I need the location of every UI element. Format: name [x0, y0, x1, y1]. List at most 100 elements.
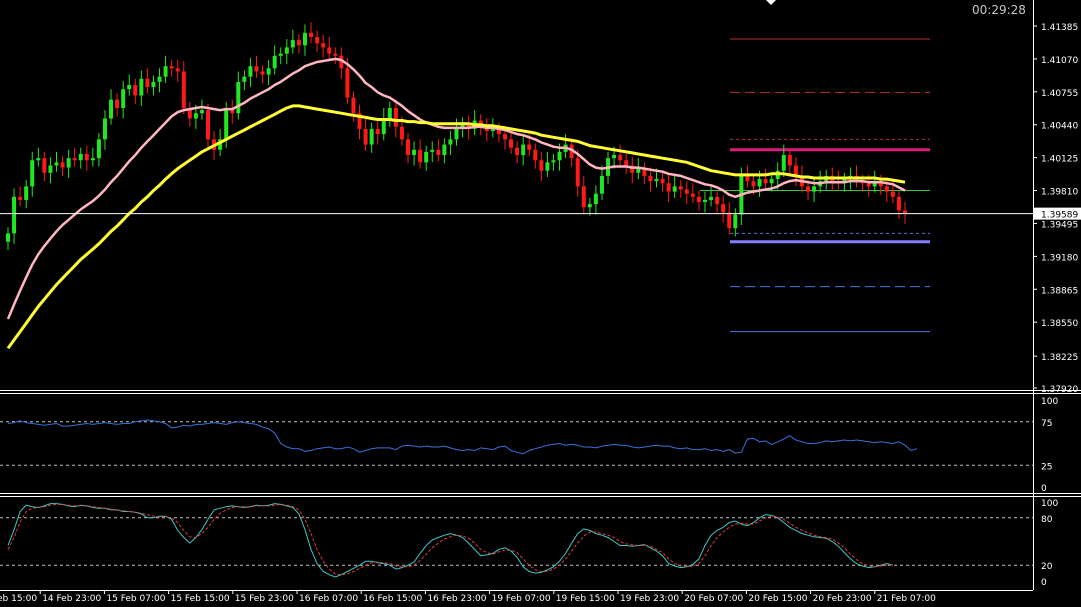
price-tick-label: 1.38225: [1041, 353, 1078, 363]
oscillator-line: [7, 419, 918, 455]
candle-body: [903, 210, 907, 214]
candle-body: [151, 81, 156, 88]
candle-body: [781, 155, 786, 171]
candle-body: [866, 183, 871, 187]
candle-body: [654, 179, 659, 182]
price-tick-label: 1.40755: [1041, 89, 1078, 99]
shift-marker-icon[interactable]: [764, 0, 778, 5]
candle-body: [460, 123, 465, 129]
candle-body: [339, 55, 344, 69]
candle-body: [60, 162, 65, 168]
oscillator-tick-label: 0: [1041, 578, 1047, 588]
candle-body: [187, 108, 192, 119]
candle-body: [418, 149, 423, 163]
price-tick-label: 1.37920: [1041, 385, 1078, 395]
candle-body: [618, 155, 623, 161]
candle-body: [109, 99, 114, 119]
current-price-box: [1034, 207, 1081, 220]
candle-body: [96, 139, 101, 159]
candle-body: [357, 113, 362, 129]
time-tick-label: 14 Feb 15:00: [0, 594, 37, 604]
candle-body: [751, 181, 756, 187]
candle-body: [321, 43, 326, 48]
candle-body: [48, 165, 53, 173]
price-tick-label: 1.40125: [1041, 155, 1078, 165]
time-tick-label: 19 Feb 15:00: [556, 594, 615, 604]
candle-body: [387, 108, 392, 119]
candle-body: [569, 144, 574, 159]
candle-body: [72, 158, 77, 161]
candle-body: [327, 47, 332, 54]
candle-body: [872, 181, 877, 187]
candle-body: [490, 128, 495, 131]
time-tick-label: 16 Feb 23:00: [427, 594, 486, 604]
candle-body: [884, 186, 889, 192]
price-tick-label: 1.38865: [1041, 286, 1078, 296]
candle-body: [369, 128, 374, 145]
candle-body: [515, 147, 520, 156]
candle-body: [696, 196, 701, 203]
candle-body: [436, 149, 441, 156]
candle-body: [42, 158, 47, 173]
candle-body: [54, 162, 59, 166]
candle-body: [666, 183, 671, 192]
candle-body: [642, 168, 647, 176]
oscillator-line: [7, 503, 893, 576]
current-price-label: 1.39589: [1041, 211, 1078, 221]
candle-body: [102, 118, 107, 140]
candle-body: [727, 212, 732, 229]
candle-body: [169, 66, 174, 69]
candle-body: [248, 66, 253, 77]
candle-body: [575, 158, 580, 187]
oscillator-tick-label: 80: [1041, 515, 1053, 525]
candle-body: [424, 151, 429, 163]
candle-body: [721, 204, 726, 213]
candle-body: [309, 32, 314, 37]
candle-body: [78, 153, 83, 161]
candle-body: [793, 165, 798, 176]
candle-body: [90, 158, 95, 161]
candle-body: [254, 66, 259, 72]
time-tick-label: 19 Feb 07:00: [492, 594, 551, 604]
candle-body: [393, 108, 398, 127]
candle-body: [199, 110, 204, 114]
price-tick-label: 1.41070: [1041, 56, 1078, 66]
price-tick-label: 1.38550: [1041, 319, 1078, 329]
candle-body: [30, 160, 35, 187]
candle-body: [127, 85, 132, 90]
candle-body: [715, 196, 720, 205]
candle-body: [448, 139, 453, 145]
oscillator-tick-label: 100: [1041, 397, 1058, 407]
candle-body: [412, 149, 417, 156]
candle-body: [557, 151, 562, 161]
price-tick-label: 1.39180: [1041, 253, 1078, 263]
candle-body: [399, 126, 404, 140]
candle-body: [878, 181, 883, 187]
candle-body: [551, 160, 556, 163]
time-tick-label: 16 Feb 07:00: [299, 594, 358, 604]
candle-body: [290, 40, 295, 48]
time-tick-label: 16 Feb 15:00: [363, 594, 422, 604]
candle-body: [442, 144, 447, 156]
candle-body: [193, 113, 198, 119]
price-tick-label: 1.39495: [1041, 220, 1078, 230]
candle-body: [890, 191, 895, 197]
candle-body: [351, 97, 356, 114]
candle-body: [66, 158, 71, 168]
candle-body: [272, 55, 277, 69]
candle-body: [430, 149, 435, 152]
oscillator-tick-label: 75: [1041, 419, 1052, 429]
price-tick-label: 1.41385: [1041, 23, 1078, 33]
candle-body: [733, 214, 738, 229]
time-tick-label: 14 Feb 23:00: [42, 594, 101, 604]
candle-body: [218, 139, 223, 150]
candle-body: [702, 199, 707, 203]
oscillator-tick-label: 25: [1041, 462, 1052, 472]
server-clock: 00:29:28: [972, 3, 1026, 17]
candle-body: [230, 108, 235, 114]
candle-body: [660, 179, 665, 184]
candle-body: [690, 193, 695, 197]
candle-body: [539, 160, 544, 171]
candle-body: [345, 68, 350, 98]
